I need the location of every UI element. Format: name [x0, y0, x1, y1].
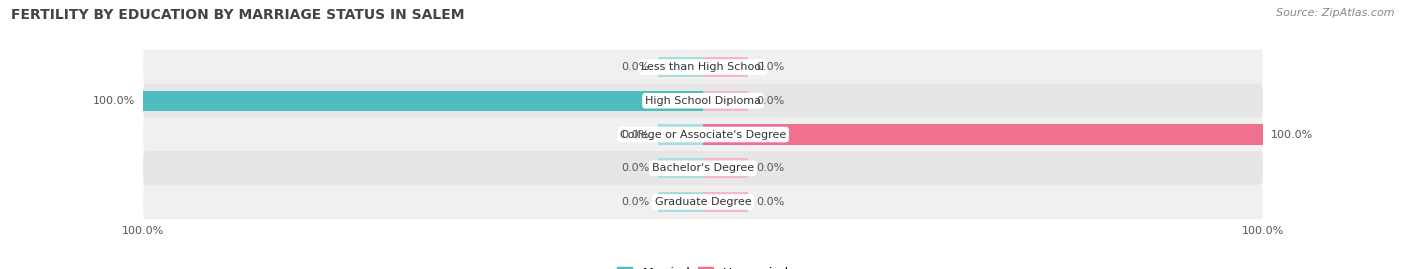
Bar: [658, 192, 703, 212]
FancyBboxPatch shape: [143, 117, 1263, 152]
Text: Graduate Degree: Graduate Degree: [655, 197, 751, 207]
Text: FERTILITY BY EDUCATION BY MARRIAGE STATUS IN SALEM: FERTILITY BY EDUCATION BY MARRIAGE STATU…: [11, 8, 465, 22]
Text: 100.0%: 100.0%: [1271, 129, 1313, 140]
Text: 100.0%: 100.0%: [93, 96, 135, 106]
Text: 0.0%: 0.0%: [756, 197, 785, 207]
Bar: [703, 124, 1263, 145]
FancyBboxPatch shape: [143, 84, 1263, 118]
Text: 0.0%: 0.0%: [621, 197, 650, 207]
Text: 0.0%: 0.0%: [621, 163, 650, 173]
FancyBboxPatch shape: [143, 185, 1263, 219]
Text: Source: ZipAtlas.com: Source: ZipAtlas.com: [1277, 8, 1395, 18]
Text: 0.0%: 0.0%: [621, 129, 650, 140]
Text: College or Associate's Degree: College or Associate's Degree: [620, 129, 786, 140]
Bar: [703, 192, 748, 212]
Text: High School Diploma: High School Diploma: [645, 96, 761, 106]
Text: 0.0%: 0.0%: [756, 62, 785, 72]
Bar: [703, 158, 748, 178]
Legend: Married, Unmarried: Married, Unmarried: [617, 267, 789, 269]
Bar: [658, 57, 703, 77]
Text: 0.0%: 0.0%: [621, 62, 650, 72]
Text: Less than High School: Less than High School: [641, 62, 765, 72]
Bar: [143, 91, 703, 111]
FancyBboxPatch shape: [143, 50, 1263, 84]
Text: 0.0%: 0.0%: [756, 163, 785, 173]
Text: 0.0%: 0.0%: [756, 96, 785, 106]
Bar: [703, 91, 748, 111]
Text: Bachelor's Degree: Bachelor's Degree: [652, 163, 754, 173]
Bar: [658, 124, 703, 145]
FancyBboxPatch shape: [143, 151, 1263, 185]
Bar: [658, 158, 703, 178]
Bar: [703, 57, 748, 77]
